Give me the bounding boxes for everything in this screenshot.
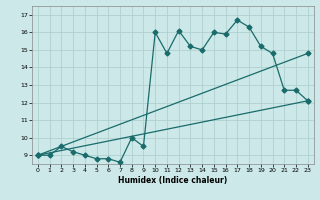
X-axis label: Humidex (Indice chaleur): Humidex (Indice chaleur)	[118, 176, 228, 185]
